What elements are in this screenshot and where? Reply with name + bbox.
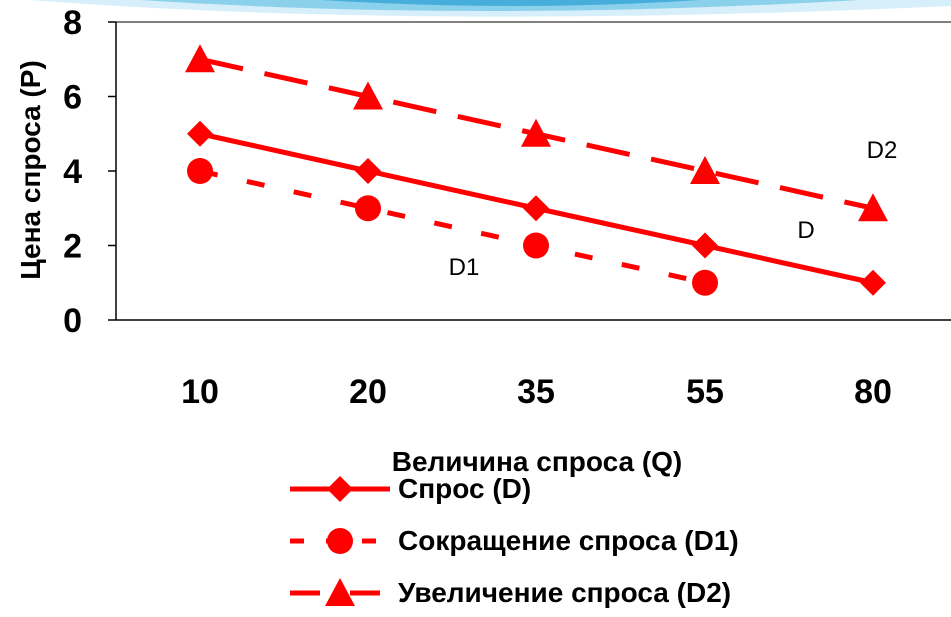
- data-point-d1: [523, 232, 549, 259]
- legend-label-d: Спрос (D): [398, 473, 531, 504]
- data-point-d: [187, 120, 213, 147]
- data-point-d2: [690, 156, 720, 184]
- series-label-d1: D1: [449, 254, 480, 281]
- slide-header-decoration: [30, 0, 951, 17]
- data-point-d: [523, 195, 549, 222]
- y-axis-title: Цена спроса (P): [15, 60, 46, 280]
- series-label-d2: D2: [867, 137, 898, 164]
- data-point-d2: [858, 193, 888, 222]
- legend-label-d2: Увеличение спроса (D2): [398, 577, 731, 608]
- y-tick-label: 2: [63, 228, 82, 266]
- data-point-d2: [185, 44, 215, 73]
- data-point-d2: [521, 118, 551, 147]
- data-point-d1: [355, 195, 381, 222]
- y-tick-label: 4: [63, 153, 82, 191]
- data-point-d1: [187, 158, 213, 184]
- x-tick-label: 35: [517, 373, 555, 411]
- legend-marker-d: [327, 476, 353, 502]
- x-tick-label: 20: [349, 373, 387, 411]
- y-tick-label: 8: [63, 4, 82, 42]
- data-point-d2: [353, 81, 383, 110]
- x-axis-title: Величина спроса (Q): [392, 446, 683, 477]
- legend-marker-d2: [325, 578, 355, 606]
- plot-area: 0 2 4 6 8 10 20 35 55 80 D D1 D2: [63, 4, 951, 411]
- chart-labels: Цена спроса (P) Величина спроса (Q): [15, 60, 682, 477]
- legend-marker-d1: [327, 528, 353, 554]
- legend: Спрос (D) Сокращение спроса (D1) Увеличени…: [290, 473, 739, 608]
- x-tick-label: 55: [686, 373, 724, 411]
- x-tick-label: 80: [854, 373, 892, 411]
- legend-label-d1: Сокращение спроса (D1): [398, 525, 739, 556]
- y-tick-label: 6: [63, 79, 82, 117]
- series-label-d: D: [797, 217, 814, 244]
- x-tick-label: 10: [181, 373, 219, 411]
- decor-wave-dark: [320, 0, 700, 6]
- y-tick-label: 0: [63, 302, 82, 340]
- data-point-d: [355, 158, 381, 184]
- data-point-d: [692, 232, 718, 259]
- data-point-d1: [692, 269, 718, 296]
- data-point-d: [860, 269, 886, 296]
